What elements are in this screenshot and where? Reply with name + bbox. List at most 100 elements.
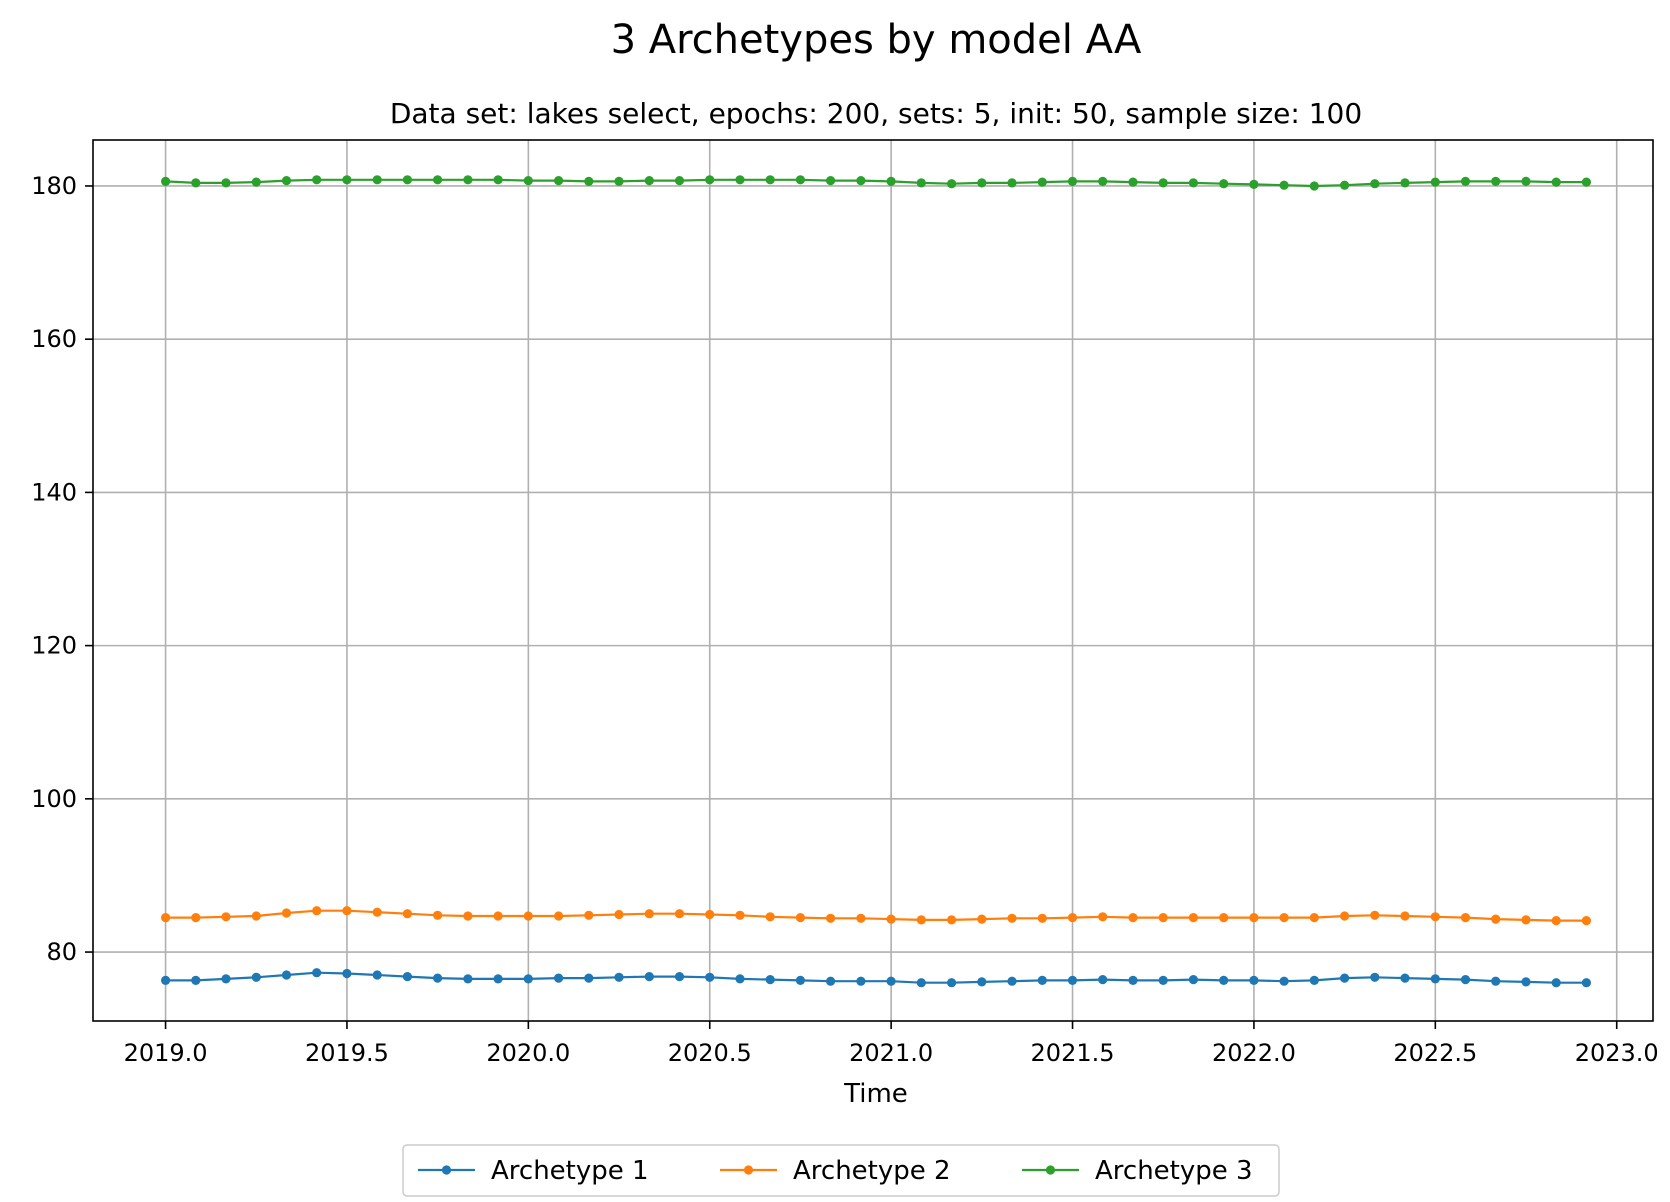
- data-point: [1309, 975, 1319, 986]
- x-axis-label: Time: [843, 1079, 908, 1109]
- legend-label: Archetype 3: [1095, 1156, 1253, 1186]
- data-point: [161, 176, 171, 186]
- data-point: [1400, 178, 1410, 188]
- data-point: [251, 911, 261, 921]
- data-point: [1098, 975, 1108, 985]
- data-point: [1400, 973, 1410, 983]
- x-tick-label: 2023.0: [1575, 1039, 1659, 1067]
- data-point: [1460, 975, 1471, 985]
- data-point: [1188, 975, 1198, 985]
- data-point: [1158, 178, 1168, 188]
- data-point: [372, 970, 382, 980]
- data-point: [1370, 910, 1380, 920]
- data-point: [947, 978, 957, 988]
- data-point: [1037, 177, 1047, 187]
- data-point: [1098, 176, 1108, 186]
- series-layer: [161, 175, 1591, 988]
- x-tick-label: 2022.0: [1212, 1039, 1296, 1067]
- data-point: [221, 178, 231, 188]
- data-point: [705, 972, 715, 982]
- data-point: [1551, 177, 1561, 187]
- data-point: [312, 968, 322, 978]
- data-point: [1521, 915, 1531, 925]
- data-point: [1370, 179, 1380, 189]
- data-point: [795, 175, 806, 185]
- data-point: [614, 972, 624, 982]
- data-point: [402, 909, 412, 919]
- data-point: [856, 913, 866, 923]
- data-point: [221, 912, 231, 922]
- data-point: [765, 975, 775, 985]
- x-tick-label: 2022.5: [1393, 1039, 1477, 1067]
- data-point: [947, 179, 957, 189]
- data-point: [1521, 977, 1531, 987]
- data-point: [1219, 913, 1229, 923]
- data-point: [1219, 975, 1229, 986]
- data-point: [614, 176, 624, 186]
- data-point: [644, 176, 654, 186]
- data-point: [433, 973, 443, 983]
- data-point: [1158, 975, 1168, 986]
- data-point: [795, 975, 806, 986]
- data-point: [886, 176, 896, 186]
- data-point: [191, 975, 201, 986]
- data-point: [705, 909, 715, 920]
- data-point: [493, 974, 503, 984]
- data-point: [372, 907, 382, 917]
- data-point: [674, 176, 685, 186]
- data-point: [1249, 975, 1259, 986]
- data-point: [886, 914, 896, 924]
- data-point: [1037, 913, 1047, 923]
- data-point: [765, 912, 775, 922]
- data-point: [523, 974, 533, 984]
- series-line: [165, 178, 1587, 188]
- data-point: [1491, 914, 1501, 924]
- data-point: [1309, 913, 1319, 923]
- data-point: [1460, 176, 1471, 186]
- data-point: [1521, 176, 1531, 186]
- x-tick-label: 2020.0: [486, 1039, 570, 1067]
- x-axis-ticks: 2019.0 2019.5 2020.0 2020.5 2021.0 2021.5 2022…: [124, 1021, 1659, 1067]
- x-tick-label: 2021.5: [1031, 1039, 1115, 1067]
- data-point: [1067, 975, 1078, 986]
- data-point: [584, 910, 594, 920]
- data-point: [402, 972, 412, 982]
- legend-item-archetype-3: Archetype 3: [1022, 1156, 1253, 1186]
- chart-subtitle: Data set: lakes select, epochs: 200, set…: [390, 97, 1362, 130]
- series-archetype-3: [161, 175, 1591, 191]
- data-point: [916, 178, 926, 188]
- data-point: [342, 906, 352, 916]
- legend-item-archetype-2: Archetype 2: [720, 1156, 951, 1186]
- data-point: [372, 175, 382, 185]
- data-point: [1067, 913, 1078, 923]
- data-point: [281, 908, 292, 918]
- data-point: [1098, 912, 1108, 922]
- data-point: [674, 972, 685, 982]
- data-point: [523, 911, 533, 921]
- data-point: [1430, 177, 1440, 187]
- data-point: [463, 175, 473, 185]
- data-point: [916, 915, 926, 925]
- data-point: [1340, 973, 1350, 983]
- y-tick-label: 140: [31, 478, 77, 506]
- data-point: [342, 175, 352, 185]
- data-point: [1581, 916, 1591, 926]
- data-point: [826, 176, 836, 186]
- data-point: [1128, 913, 1138, 923]
- data-point: [1400, 911, 1410, 921]
- data-point: [1581, 177, 1591, 187]
- data-point: [1249, 913, 1259, 923]
- data-point: [191, 178, 201, 188]
- data-point: [191, 913, 201, 923]
- data-point: [977, 977, 987, 987]
- data-point: [886, 976, 896, 986]
- data-point: [161, 913, 171, 923]
- data-point: [614, 909, 624, 920]
- data-point: [342, 968, 352, 979]
- legend-label: Archetype 1: [491, 1156, 649, 1186]
- series-archetype-2: [161, 906, 1591, 926]
- data-point: [1128, 177, 1138, 187]
- chart-title: 3 Archetypes by model AA: [611, 17, 1142, 63]
- data-point: [1460, 913, 1471, 923]
